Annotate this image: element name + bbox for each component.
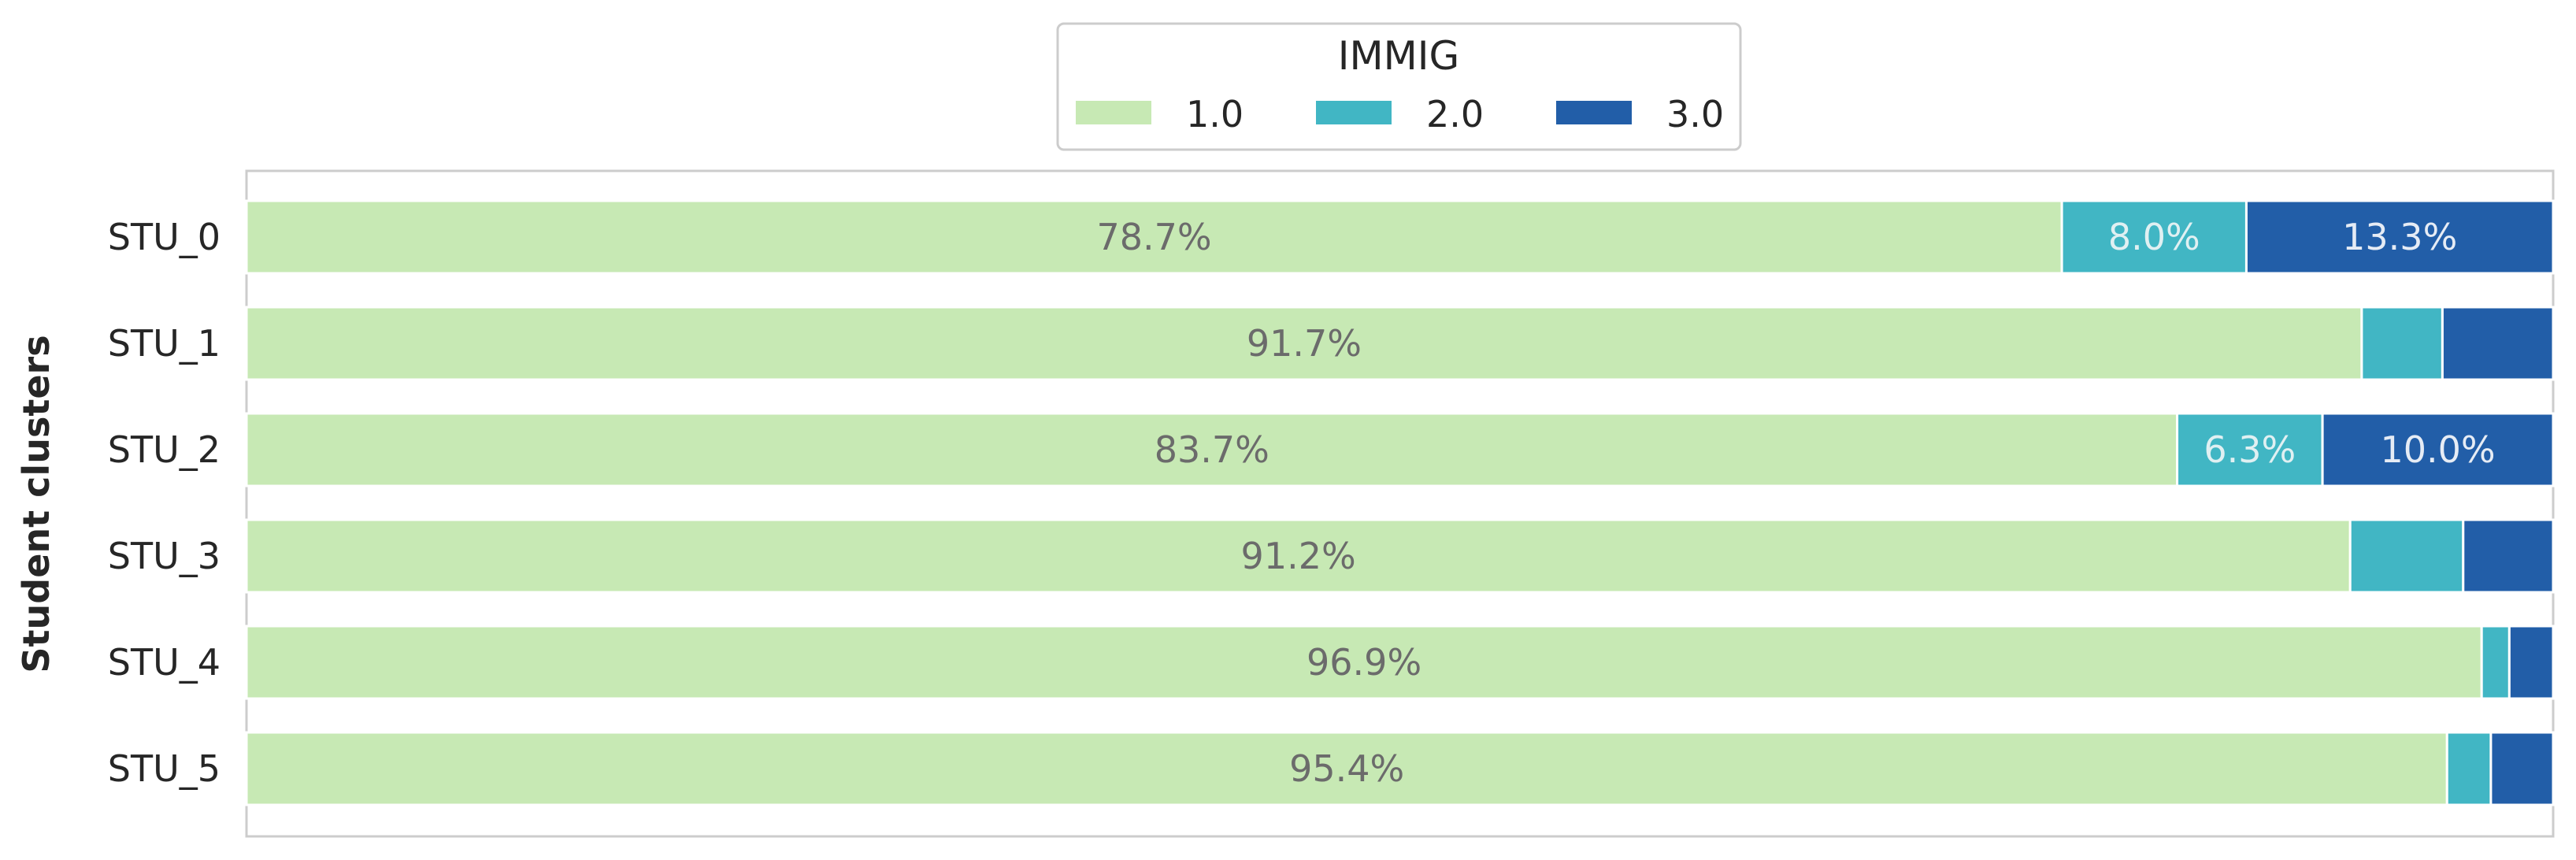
bar-data-label: 91.7% bbox=[1247, 322, 1362, 365]
bar-data-label: 91.2% bbox=[1241, 535, 1356, 577]
y-tick-label: STU_2 bbox=[108, 428, 221, 471]
bar-segment bbox=[2507, 625, 2555, 700]
y-tick-label: STU_1 bbox=[108, 322, 221, 365]
bar-segment bbox=[245, 625, 2483, 700]
y-tick-label: STU_3 bbox=[108, 535, 221, 577]
bar-segment bbox=[2489, 731, 2555, 806]
bar-segment bbox=[245, 199, 2063, 275]
bar-segment bbox=[2060, 199, 2248, 275]
bar-segment bbox=[245, 518, 2352, 594]
y-tick-labels: STU_0 STU_1 STU_2 STU_3 STU_4 STU_5 bbox=[108, 216, 221, 790]
y-tick-label: STU_0 bbox=[108, 216, 221, 258]
plot-area-frame bbox=[245, 169, 2555, 838]
legend-label: 1.0 bbox=[1186, 93, 1244, 135]
legend-swatch bbox=[1556, 101, 1632, 124]
legend-label: 3.0 bbox=[1666, 93, 1724, 135]
bar-segment bbox=[245, 306, 2363, 381]
bar-segment bbox=[2360, 306, 2444, 381]
bar-segment bbox=[2441, 306, 2555, 381]
bar-data-label: 78.7% bbox=[1096, 216, 1211, 258]
bar-data-label: 8.0% bbox=[2108, 216, 2200, 258]
bar-data-label: 6.3% bbox=[2203, 428, 2296, 471]
bar-data-label: 10.0% bbox=[2380, 428, 2495, 471]
bar-data-label: 96.9% bbox=[1307, 641, 1421, 684]
y-tick-label: STU_4 bbox=[108, 641, 221, 684]
bar-segment bbox=[2348, 518, 2465, 594]
bar-segment bbox=[2176, 412, 2324, 487]
bar-segment bbox=[2321, 412, 2555, 487]
legend: IMMIG 1.0 2.0 3.0 bbox=[1056, 22, 1742, 151]
bars-layer: 78.7% 8.0% 13.3% 91.7% 83.7% 6.3% 10.0% 91.2% 96… bbox=[245, 199, 2555, 806]
bar-segment bbox=[2445, 731, 2493, 806]
legend-title: IMMIG bbox=[1338, 33, 1460, 79]
bar-segment bbox=[2480, 625, 2511, 700]
bar-data-label: 95.4% bbox=[1289, 747, 1404, 790]
bar-segment bbox=[2244, 199, 2555, 275]
bar-segment bbox=[245, 731, 2448, 806]
bar-data-label: 13.3% bbox=[2342, 216, 2457, 258]
legend-items: 1.0 2.0 3.0 bbox=[1076, 93, 1724, 135]
y-tick-label: STU_5 bbox=[108, 747, 221, 790]
y-axis-label: Student clusters bbox=[15, 335, 57, 673]
legend-swatch bbox=[1316, 101, 1392, 124]
bar-data-label: 83.7% bbox=[1155, 428, 1269, 471]
legend-label: 2.0 bbox=[1426, 93, 1484, 135]
bar-segment bbox=[2462, 518, 2555, 594]
legend-swatch bbox=[1076, 101, 1151, 124]
